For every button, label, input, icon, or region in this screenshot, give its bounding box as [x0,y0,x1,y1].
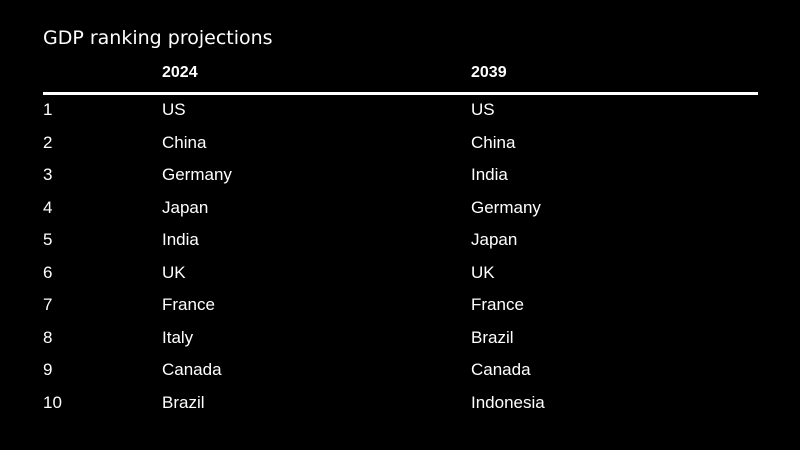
country-2039-cell: Japan [471,230,518,249]
country-2039-cell: Germany [471,197,541,217]
rank-cell: 5 [43,230,53,249]
country-2024-cell: UK [162,262,186,282]
table-row: 1 US US [0,96,800,129]
rank-cell: 3 [43,165,53,184]
table-row: 2 China China [0,129,800,162]
table-header: 2024 2039 [0,64,800,86]
table-row: 9 Canada Canada [0,356,800,389]
rank-cell: 1 [43,100,53,119]
rank-cell: 2 [43,132,53,152]
rank-cell: 6 [43,262,53,282]
table-row: 6 UK UK [0,259,800,292]
header-rule [43,92,758,95]
country-2024-cell: Brazil [162,392,205,412]
country-2024-cell: US [162,100,186,119]
country-2024-cell: Germany [162,165,232,184]
header-year-2024: 2024 [162,64,198,81]
country-2024-cell: France [162,295,215,314]
table-row: 5 India Japan [0,226,800,259]
rank-cell: 9 [43,360,53,379]
header-year-2039: 2039 [471,64,507,81]
country-2039-cell: India [471,165,508,184]
country-2024-cell: China [162,132,207,152]
country-2039-cell: Canada [471,360,531,379]
country-2039-cell: Brazil [471,327,514,347]
country-2039-cell: France [471,295,524,314]
table-row: 10 Brazil Indonesia [0,389,800,422]
country-2039-cell: Indonesia [471,392,545,412]
table-row: 8 Italy Brazil [0,324,800,357]
table-row: 7 France France [0,291,800,324]
country-2024-cell: India [162,230,199,249]
country-2039-cell: UK [471,262,495,282]
table-row: 4 Japan Germany [0,194,800,227]
table-row: 3 Germany India [0,161,800,194]
country-2024-cell: Italy [162,327,194,347]
chart-title: GDP ranking projections [43,27,273,49]
rank-cell: 10 [43,392,62,412]
table-body: 1 US US 2 China China 3 Germany India 4 Japan Germa… [0,96,800,421]
country-2024-cell: Japan [162,197,209,217]
country-2039-cell: China [471,132,516,152]
rank-cell: 8 [43,327,53,347]
country-2039-cell: US [471,100,495,119]
rank-cell: 4 [43,197,53,217]
country-2024-cell: Canada [162,360,222,379]
rank-cell: 7 [43,295,53,314]
